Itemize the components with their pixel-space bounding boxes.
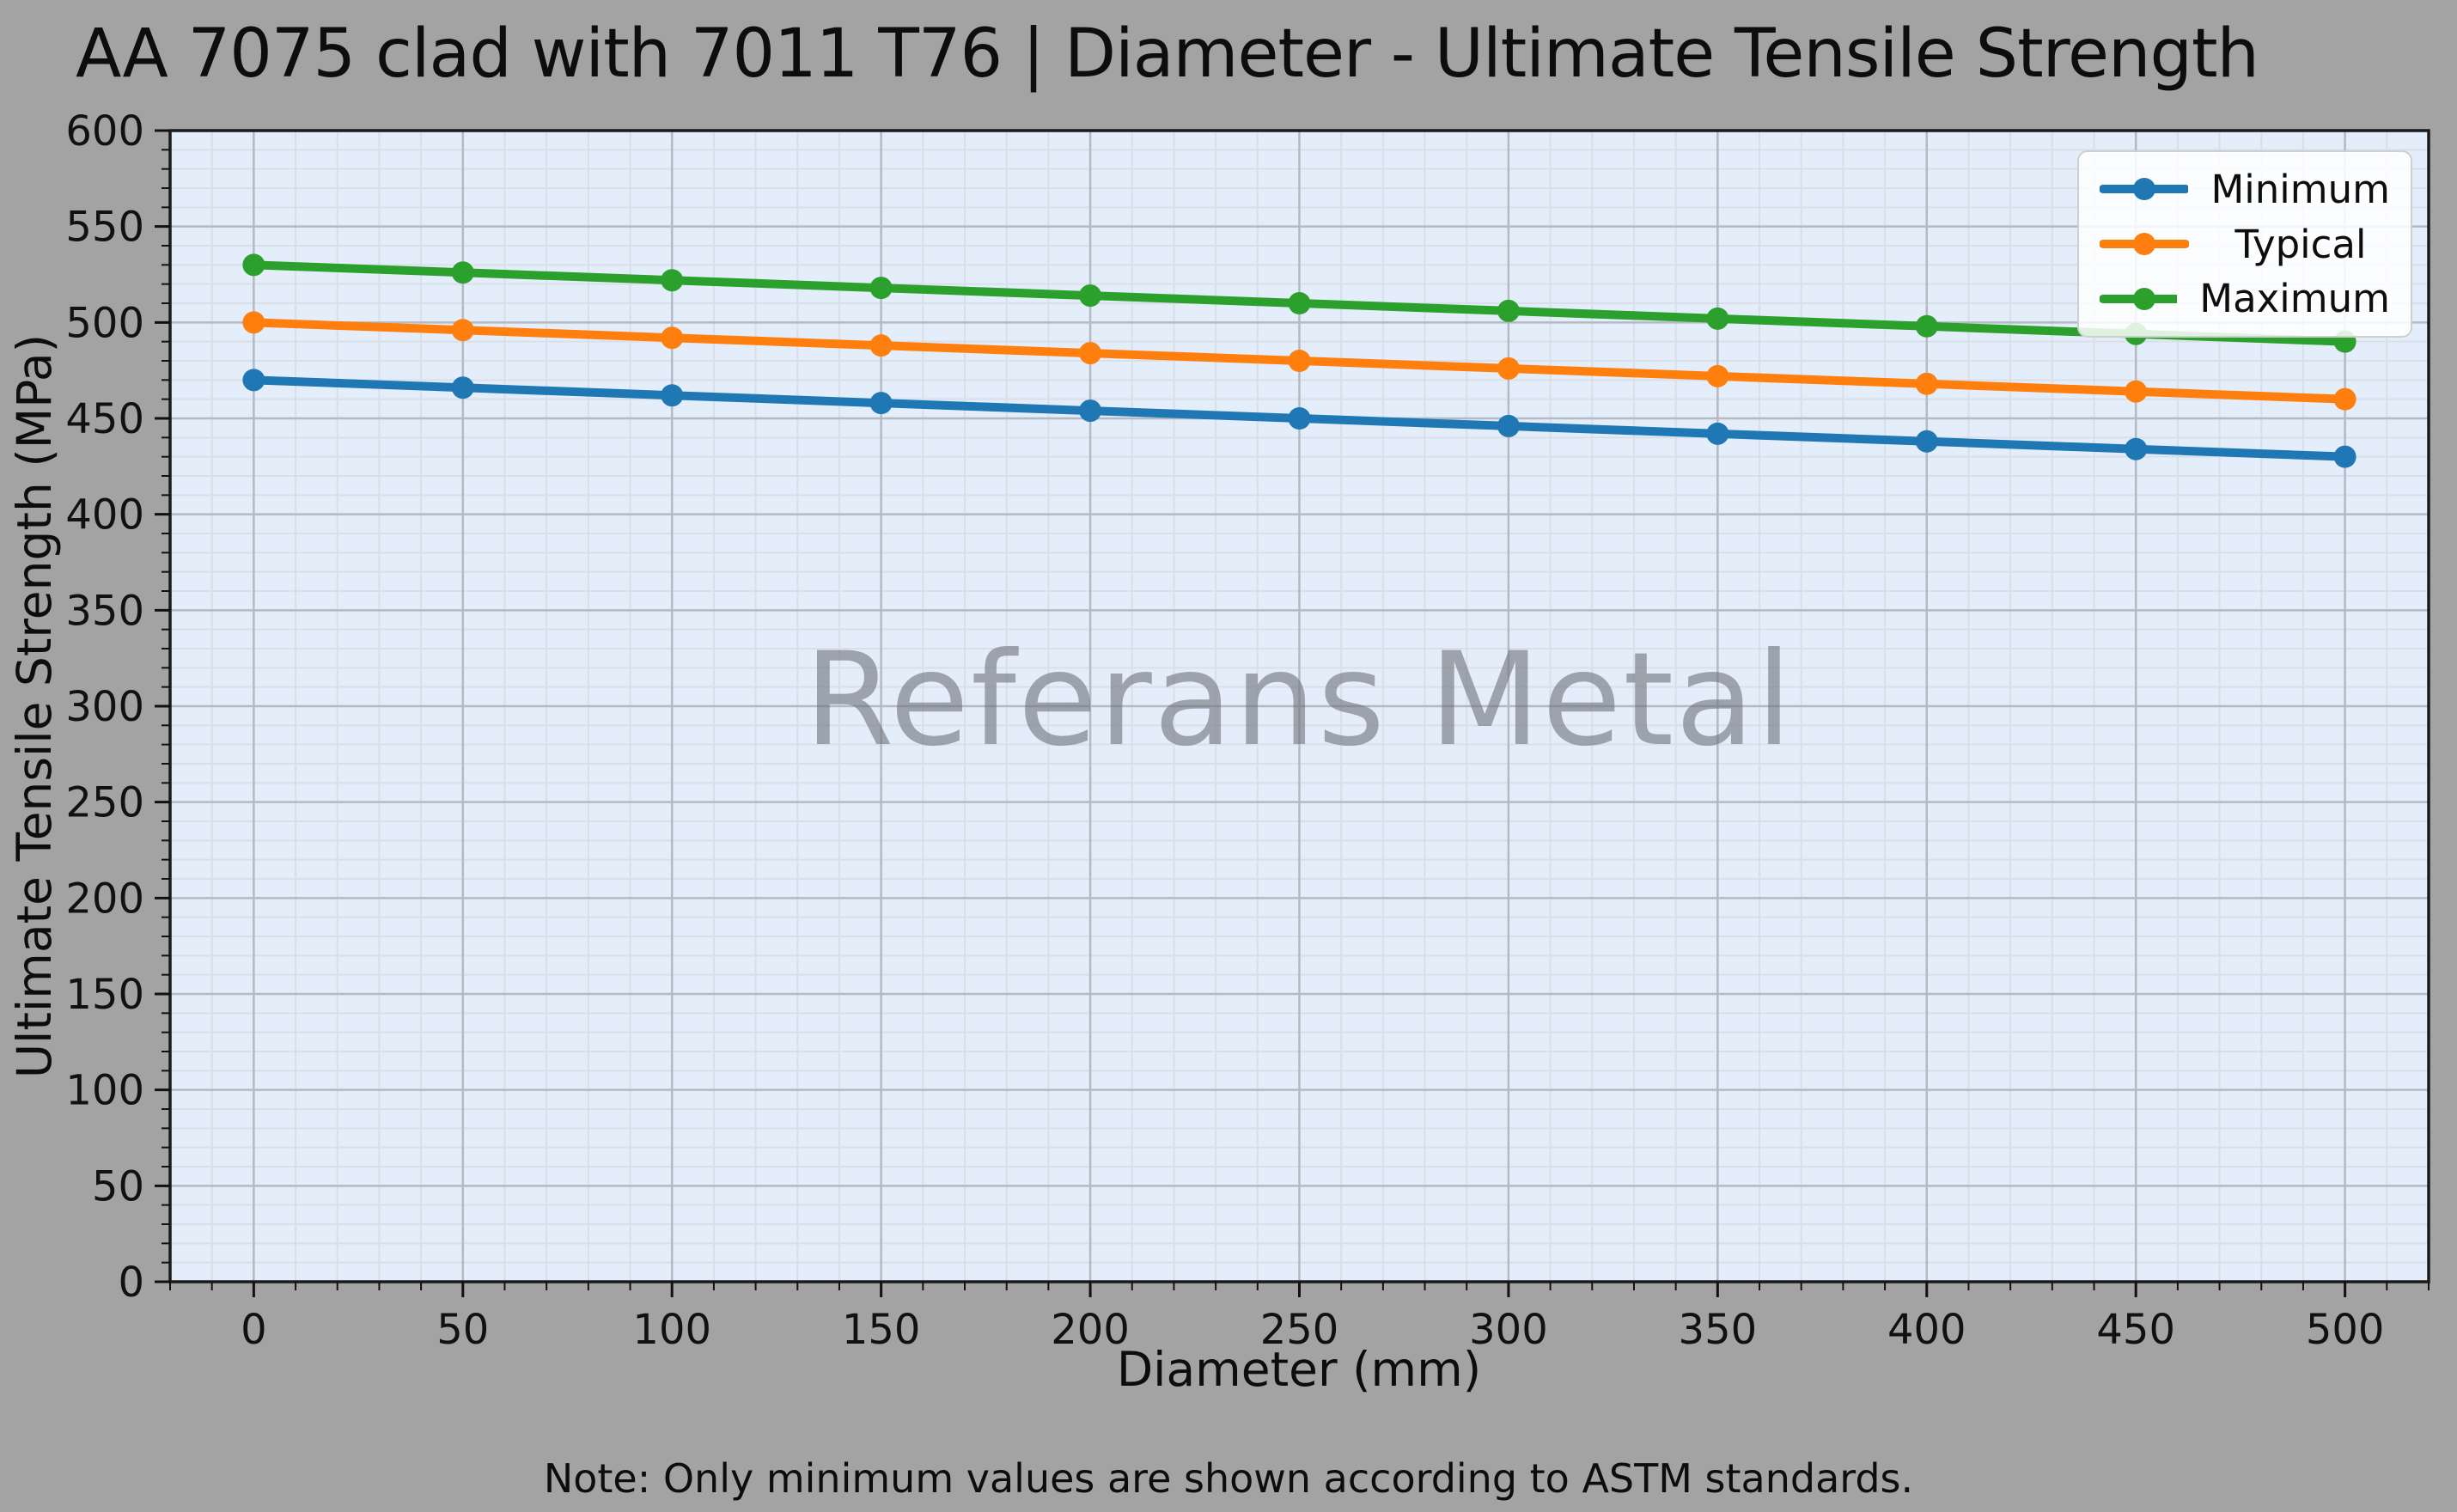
data-point-typical bbox=[1706, 364, 1729, 387]
data-point-typical bbox=[242, 311, 265, 334]
x-tick-label: 50 bbox=[436, 1306, 489, 1354]
x-tick-label: 350 bbox=[1679, 1306, 1758, 1354]
y-tick-label: 50 bbox=[92, 1162, 144, 1210]
data-point-minimum bbox=[2125, 437, 2148, 460]
legend-box: Minimum Typical Maximum bbox=[2077, 150, 2412, 338]
y-tick-label: 400 bbox=[65, 491, 144, 540]
data-point-typical bbox=[451, 319, 474, 342]
x-tick-label: 500 bbox=[2306, 1306, 2385, 1354]
x-tick-label: 400 bbox=[1887, 1306, 1966, 1354]
y-tick-label: 450 bbox=[65, 395, 144, 443]
data-point-typical bbox=[1915, 372, 1938, 395]
legend-label: Maximum bbox=[2199, 276, 2390, 322]
y-tick-label: 200 bbox=[65, 875, 144, 923]
x-tick-label: 250 bbox=[1260, 1306, 1339, 1354]
legend-item-maximum: Maximum bbox=[2100, 276, 2390, 321]
data-point-minimum bbox=[869, 392, 893, 415]
data-point-minimum bbox=[451, 376, 474, 399]
data-point-minimum bbox=[242, 369, 265, 392]
data-point-maximum bbox=[242, 253, 265, 277]
data-point-typical bbox=[1288, 350, 1311, 372]
data-point-maximum bbox=[1288, 292, 1311, 314]
x-tick-label: 450 bbox=[2096, 1306, 2175, 1354]
legend-line-sample-icon bbox=[2100, 178, 2189, 201]
data-point-maximum bbox=[1079, 284, 1102, 308]
data-point-minimum bbox=[1079, 399, 1102, 423]
y-axis-label: Ultimate Tensile Strength (MPa) bbox=[7, 333, 62, 1079]
x-tick-label: 150 bbox=[842, 1306, 921, 1354]
legend-label: Typical bbox=[2234, 221, 2367, 267]
data-point-typical bbox=[1497, 357, 1520, 380]
footnote-text: Note: Only minimum values are shown acco… bbox=[543, 1455, 1914, 1502]
y-tick-label: 100 bbox=[65, 1067, 144, 1115]
data-point-minimum bbox=[2333, 445, 2356, 468]
y-tick-label: 250 bbox=[65, 779, 144, 827]
chart-title: AA 7075 clad with 7011 T76 | Diameter - … bbox=[76, 15, 2259, 93]
data-point-maximum bbox=[451, 261, 474, 284]
watermark-text: Referans Metal bbox=[804, 625, 1794, 775]
data-point-minimum bbox=[1706, 422, 1729, 445]
y-tick-label: 550 bbox=[65, 204, 144, 252]
data-point-typical bbox=[869, 334, 893, 357]
data-point-typical bbox=[2333, 387, 2356, 411]
x-tick-label: 200 bbox=[1051, 1306, 1130, 1354]
data-point-maximum bbox=[1706, 307, 1729, 330]
data-point-minimum bbox=[1497, 414, 1520, 437]
y-tick-label: 0 bbox=[118, 1259, 144, 1307]
y-tick-label: 500 bbox=[65, 299, 144, 347]
data-point-typical bbox=[661, 326, 684, 350]
y-tick-label: 150 bbox=[65, 971, 144, 1019]
data-point-typical bbox=[1079, 342, 1102, 365]
data-point-minimum bbox=[661, 384, 684, 407]
data-point-maximum bbox=[661, 269, 684, 292]
y-tick-label: 350 bbox=[65, 587, 144, 635]
x-tick-label: 300 bbox=[1469, 1306, 1548, 1354]
y-tick-label: 300 bbox=[65, 683, 144, 731]
legend-item-minimum: Minimum bbox=[2100, 167, 2390, 212]
data-point-typical bbox=[2125, 380, 2148, 403]
x-axis-label: Diameter (mm) bbox=[1116, 1342, 1482, 1397]
legend-label: Minimum bbox=[2210, 166, 2390, 212]
legend-line-sample-icon bbox=[2100, 233, 2189, 255]
legend-line-sample-icon bbox=[2100, 287, 2178, 310]
x-tick-label: 100 bbox=[632, 1306, 711, 1354]
data-point-maximum bbox=[869, 277, 893, 300]
x-tick-label: 0 bbox=[241, 1306, 267, 1354]
data-point-minimum bbox=[1288, 407, 1311, 430]
legend-item-typical: Typical bbox=[2100, 222, 2390, 267]
data-point-minimum bbox=[1915, 430, 1938, 453]
y-tick-label: 600 bbox=[65, 107, 144, 155]
data-point-maximum bbox=[1497, 299, 1520, 322]
data-point-maximum bbox=[1915, 314, 1938, 338]
